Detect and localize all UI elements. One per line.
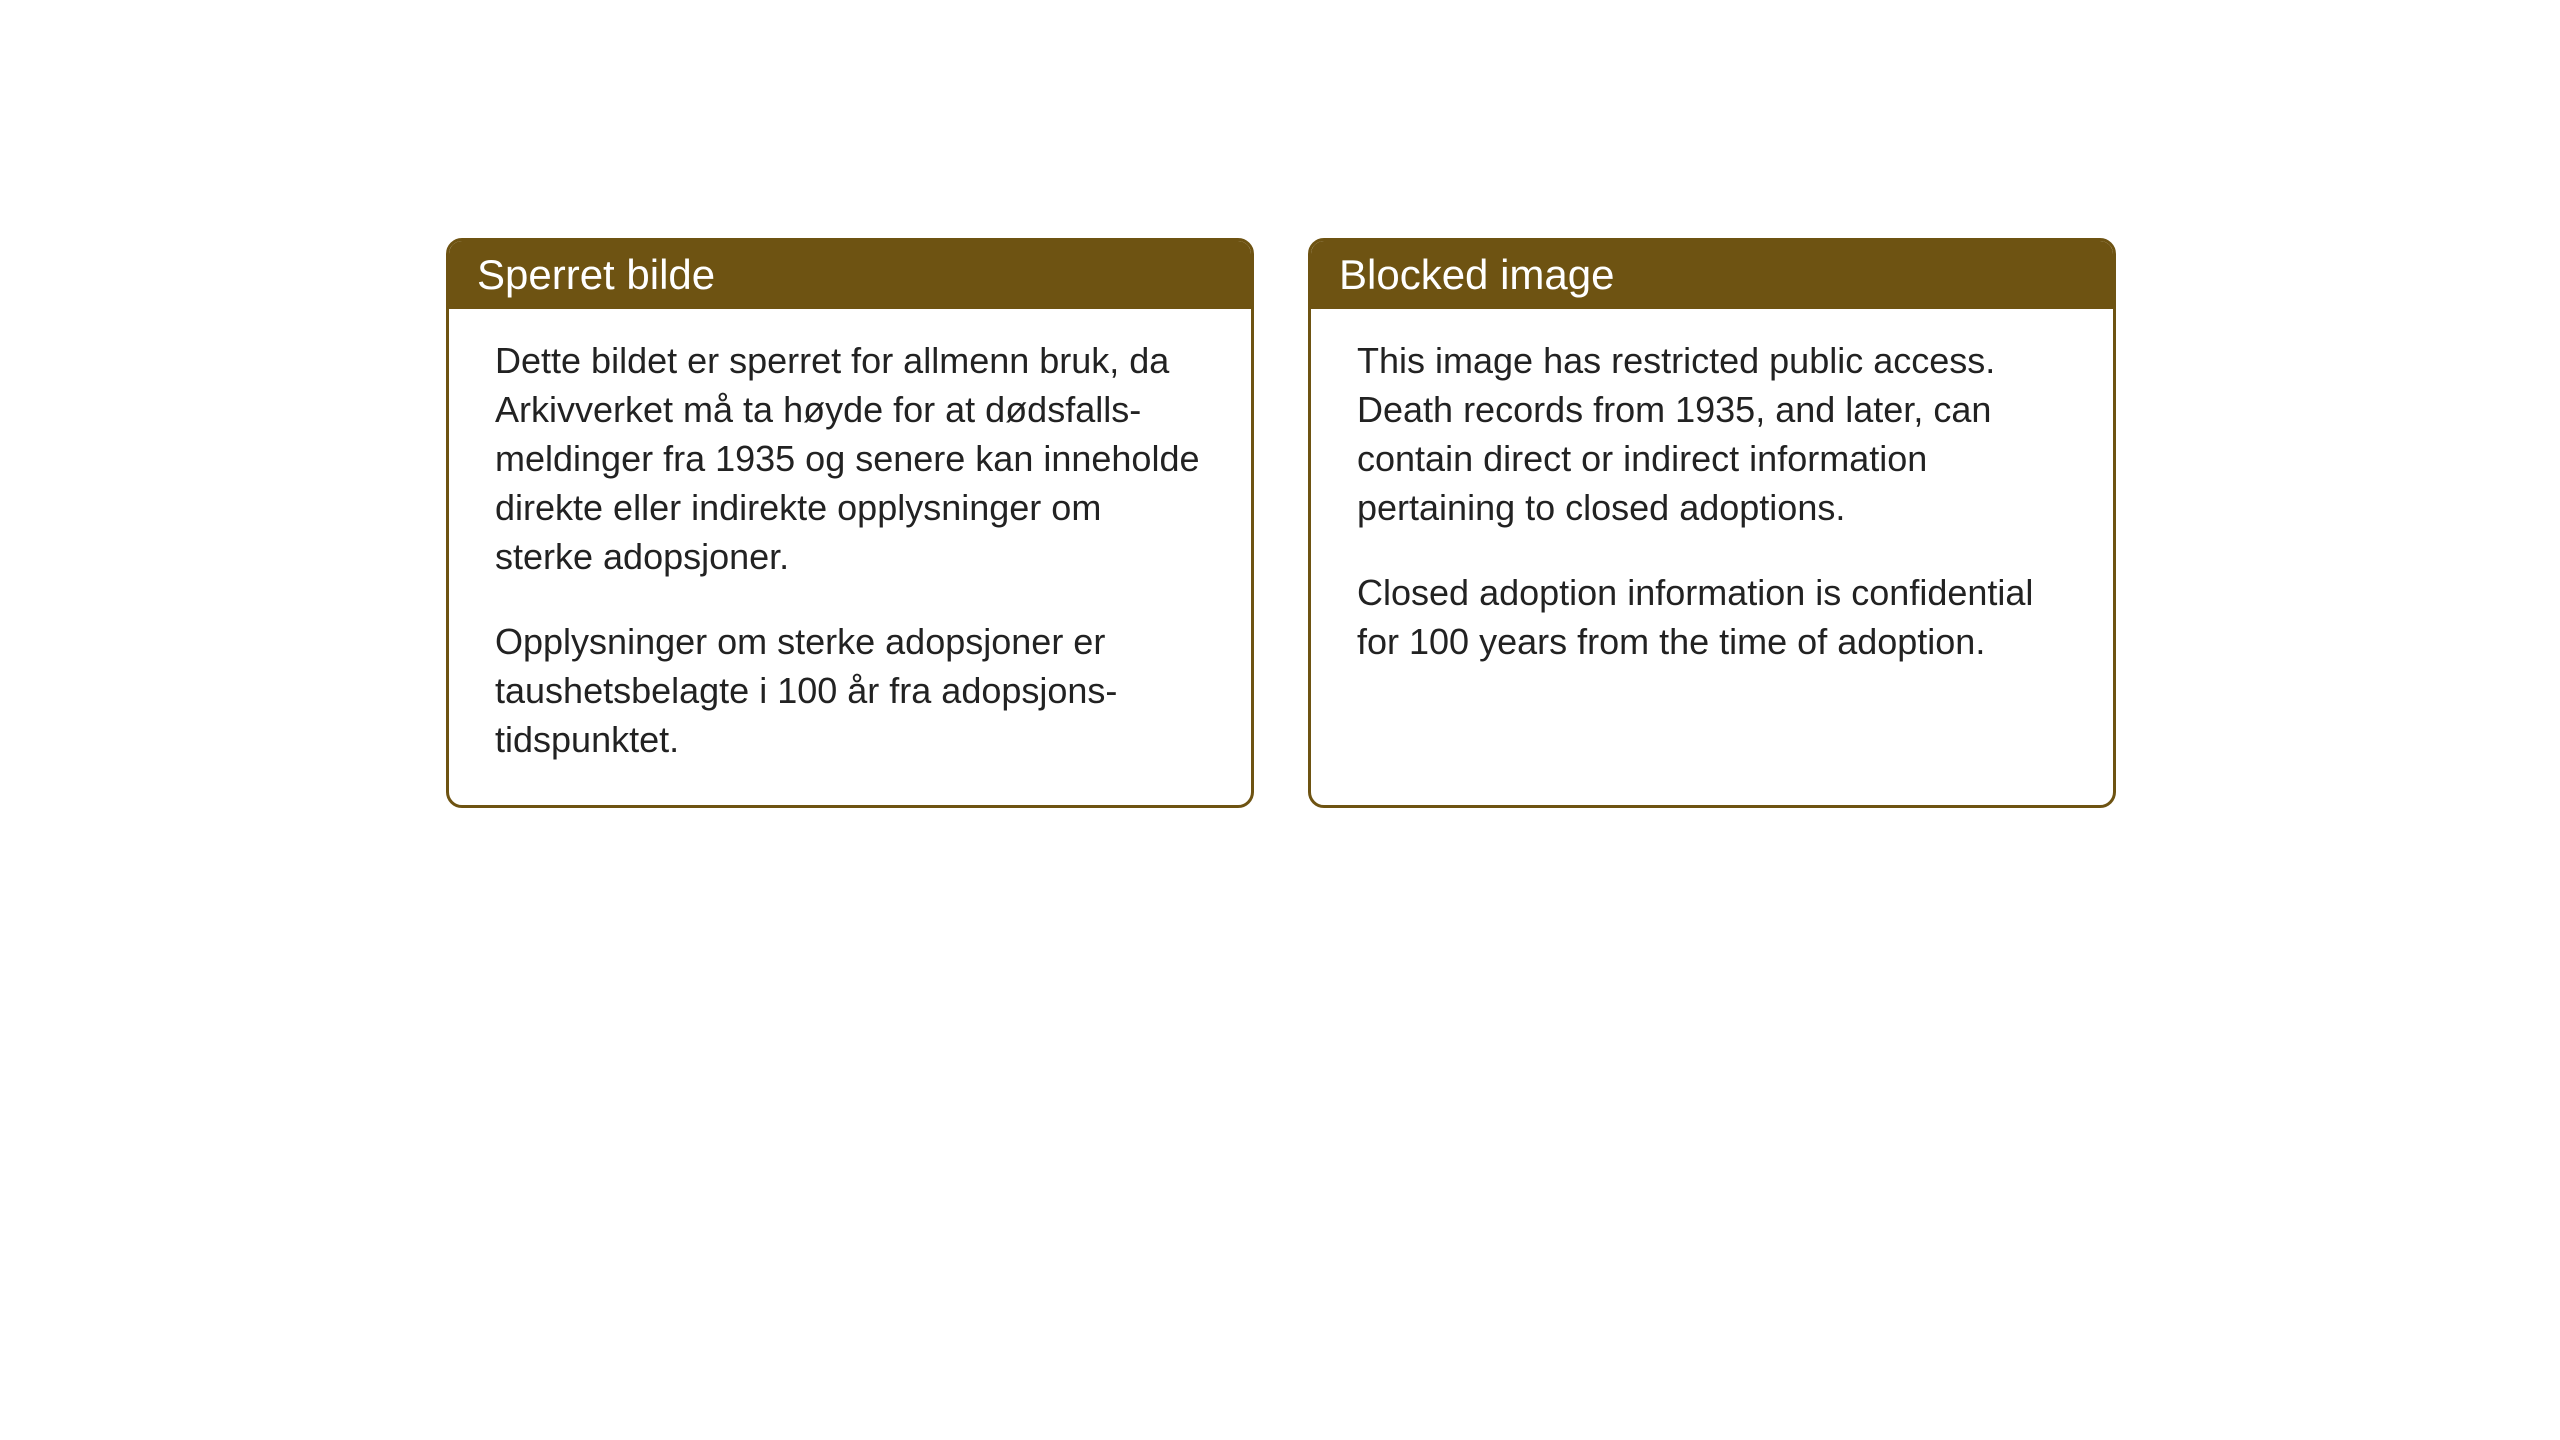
english-card-title: Blocked image (1311, 241, 2113, 309)
english-notice-card: Blocked image This image has restricted … (1308, 238, 2116, 808)
norwegian-notice-card: Sperret bilde Dette bildet er sperret fo… (446, 238, 1254, 808)
english-card-body: This image has restricted public access.… (1311, 309, 2113, 707)
english-paragraph-2: Closed adoption information is confident… (1357, 569, 2067, 667)
notice-container: Sperret bilde Dette bildet er sperret fo… (446, 238, 2116, 808)
norwegian-card-title: Sperret bilde (449, 241, 1251, 309)
english-paragraph-1: This image has restricted public access.… (1357, 337, 2067, 533)
norwegian-card-body: Dette bildet er sperret for allmenn bruk… (449, 309, 1251, 805)
norwegian-paragraph-1: Dette bildet er sperret for allmenn bruk… (495, 337, 1205, 582)
norwegian-paragraph-2: Opplysninger om sterke adopsjoner er tau… (495, 618, 1205, 765)
